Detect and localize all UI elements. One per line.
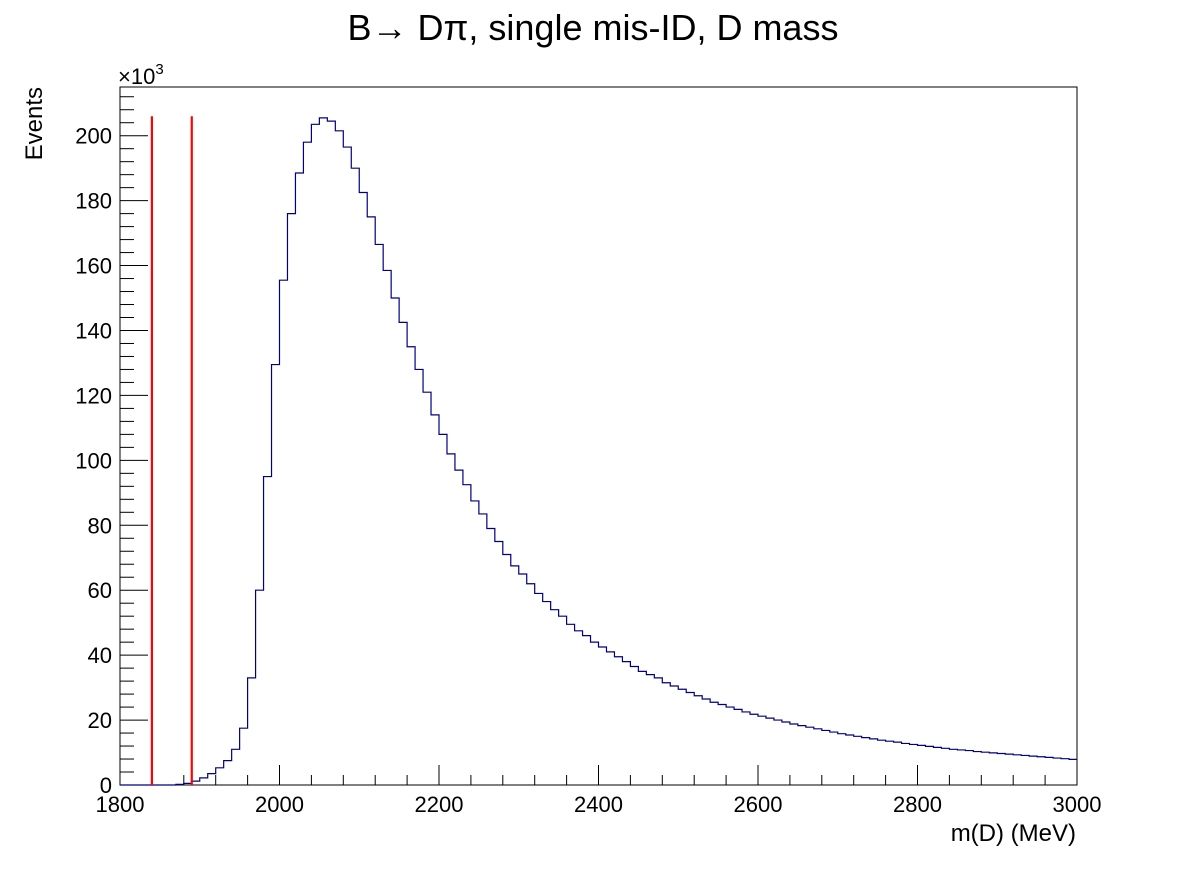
y-tick-label: 140 xyxy=(75,318,112,343)
plot-area: 0 20 40 60 80 100 120 140 160 180 200 1800 2000 2200… xyxy=(75,86,1102,817)
y-axis-multiplier-exponent: 3 xyxy=(155,61,163,78)
chart-title: B→ Dπ, single mis-ID, D mass xyxy=(348,7,839,48)
marker-lines xyxy=(150,116,193,785)
histogram-series-line xyxy=(120,117,1077,786)
x-tick-label: 2400 xyxy=(574,792,623,817)
y-tick-label: 60 xyxy=(88,578,112,603)
y-axis: 0 20 40 60 80 100 120 140 160 180 200 xyxy=(75,96,148,798)
y-tick-label: 200 xyxy=(75,124,112,149)
y-tick-label: 180 xyxy=(75,189,112,214)
x-tick-label: 1800 xyxy=(96,792,145,817)
x-tick-label: 2800 xyxy=(893,792,942,817)
x-tick-label: 2600 xyxy=(734,792,783,817)
x-axis-label: m(D) (MeV) xyxy=(951,820,1076,847)
y-tick-label: 80 xyxy=(88,513,112,538)
y-axis-multiplier-base: ×10 xyxy=(118,64,155,89)
y-axis-multiplier: ×103 xyxy=(118,61,164,89)
y-tick-label: 0 xyxy=(100,773,112,798)
x-tick-label: 2200 xyxy=(415,792,464,817)
y-tick-label: 40 xyxy=(88,643,112,668)
y-tick-label: 120 xyxy=(75,383,112,408)
y-tick-label: 20 xyxy=(88,708,112,733)
x-axis: 1800 2000 2200 2400 2600 2800 3000 xyxy=(96,765,1102,817)
y-tick-label: 160 xyxy=(75,254,112,279)
x-tick-label: 2000 xyxy=(255,792,304,817)
y-axis-label: Events xyxy=(21,87,48,160)
plot-frame xyxy=(119,86,1078,786)
y-tick-label: 100 xyxy=(75,448,112,473)
x-tick-label: 3000 xyxy=(1053,792,1102,817)
